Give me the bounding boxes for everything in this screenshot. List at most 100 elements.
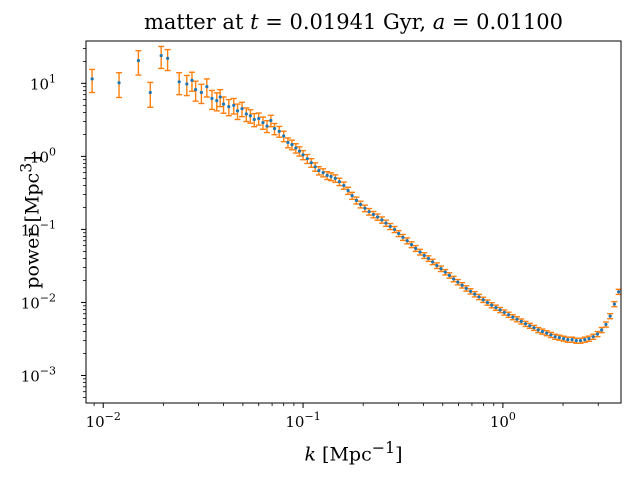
data-point — [409, 242, 414, 247]
data-point — [566, 337, 570, 342]
data-point — [557, 336, 561, 340]
data-point — [309, 161, 313, 165]
data-point — [252, 117, 256, 122]
data-point — [443, 270, 447, 274]
data-point — [617, 290, 621, 294]
data-point — [511, 315, 515, 319]
data-point — [261, 121, 265, 125]
data-point — [190, 78, 194, 82]
data-point — [481, 298, 485, 302]
errorbar — [147, 81, 154, 108]
data-point — [329, 174, 333, 179]
data-point — [426, 256, 431, 261]
data-point — [205, 85, 209, 89]
data-point — [358, 202, 363, 207]
data-point — [177, 80, 181, 84]
data-point — [317, 168, 321, 173]
data-point — [90, 77, 94, 81]
data-point — [515, 317, 519, 321]
data-point — [435, 263, 439, 268]
data-point — [240, 107, 244, 111]
data-point — [294, 146, 298, 150]
data-point — [136, 58, 141, 63]
data-point — [227, 105, 231, 109]
y-axis-label: power [Mpc3] — [16, 155, 44, 289]
data-point — [553, 335, 557, 339]
data-point — [431, 260, 435, 264]
data-point — [540, 329, 545, 334]
data-point — [519, 319, 523, 324]
data-point — [600, 328, 604, 332]
y-tick-label: 10−2 — [21, 291, 56, 312]
data-point — [221, 102, 226, 106]
errorbar — [176, 71, 183, 96]
data-point — [282, 134, 286, 138]
data-point — [587, 336, 591, 341]
data-point — [397, 231, 401, 236]
data-point — [313, 165, 317, 169]
data-point — [574, 339, 578, 343]
data-point — [301, 153, 305, 157]
data-point — [604, 322, 608, 327]
data-point — [159, 53, 163, 58]
data-point — [185, 82, 189, 86]
errorbar — [164, 48, 171, 72]
data-point — [290, 142, 294, 147]
data-point — [608, 314, 612, 318]
x-axis-ticks: 10−2 10−1 100 — [86, 403, 599, 431]
data-point — [244, 112, 248, 116]
errorbar — [135, 49, 142, 76]
data-point — [337, 180, 341, 184]
data-point — [473, 292, 477, 296]
data-point — [545, 331, 549, 335]
data-point — [194, 88, 198, 92]
data-point — [612, 302, 616, 306]
data-point — [506, 313, 511, 317]
data-point — [350, 194, 354, 198]
data-point — [464, 286, 468, 290]
data-point — [528, 324, 532, 328]
data-point — [485, 300, 490, 305]
data-point — [354, 198, 359, 202]
data-point — [532, 326, 536, 330]
errorbar — [89, 68, 96, 94]
data-point — [346, 188, 350, 193]
data-point — [468, 289, 473, 293]
data-point — [286, 140, 290, 145]
data-point — [418, 250, 422, 254]
data-point — [536, 328, 540, 332]
x-axis-label: k [Mpc−1] — [304, 438, 403, 466]
errorbar — [158, 45, 165, 70]
errorbar — [116, 71, 123, 99]
data-point — [490, 303, 494, 307]
data-point — [477, 295, 481, 299]
data-point — [248, 114, 252, 118]
data-point — [333, 176, 337, 180]
data-point — [452, 277, 456, 281]
x-tick-label: 100 — [490, 410, 516, 431]
data-point — [371, 212, 376, 217]
data-point — [422, 253, 426, 258]
data-point — [117, 81, 121, 85]
y-axis-ticks: 10−3 10−2 10−1 100 101 — [21, 48, 86, 398]
data-point — [218, 95, 222, 99]
data-point — [363, 206, 367, 210]
data-point — [272, 127, 277, 131]
data-point — [549, 333, 553, 337]
data-point — [502, 310, 506, 315]
errorbar-layer — [89, 45, 622, 344]
plot-frame — [85, 40, 622, 404]
data-point — [595, 332, 600, 336]
data-point — [342, 183, 346, 188]
data-point — [166, 56, 170, 60]
data-point — [388, 224, 392, 228]
data-point — [305, 157, 309, 161]
data-point — [460, 283, 464, 287]
data-point — [265, 124, 269, 128]
y-tick-label: 10−3 — [21, 364, 56, 385]
data-point — [583, 337, 587, 342]
data-point — [210, 96, 214, 101]
chart-title: matter at t = 0.01941 Gyr, a = 0.01100 — [143, 10, 564, 34]
data-point — [570, 337, 574, 342]
